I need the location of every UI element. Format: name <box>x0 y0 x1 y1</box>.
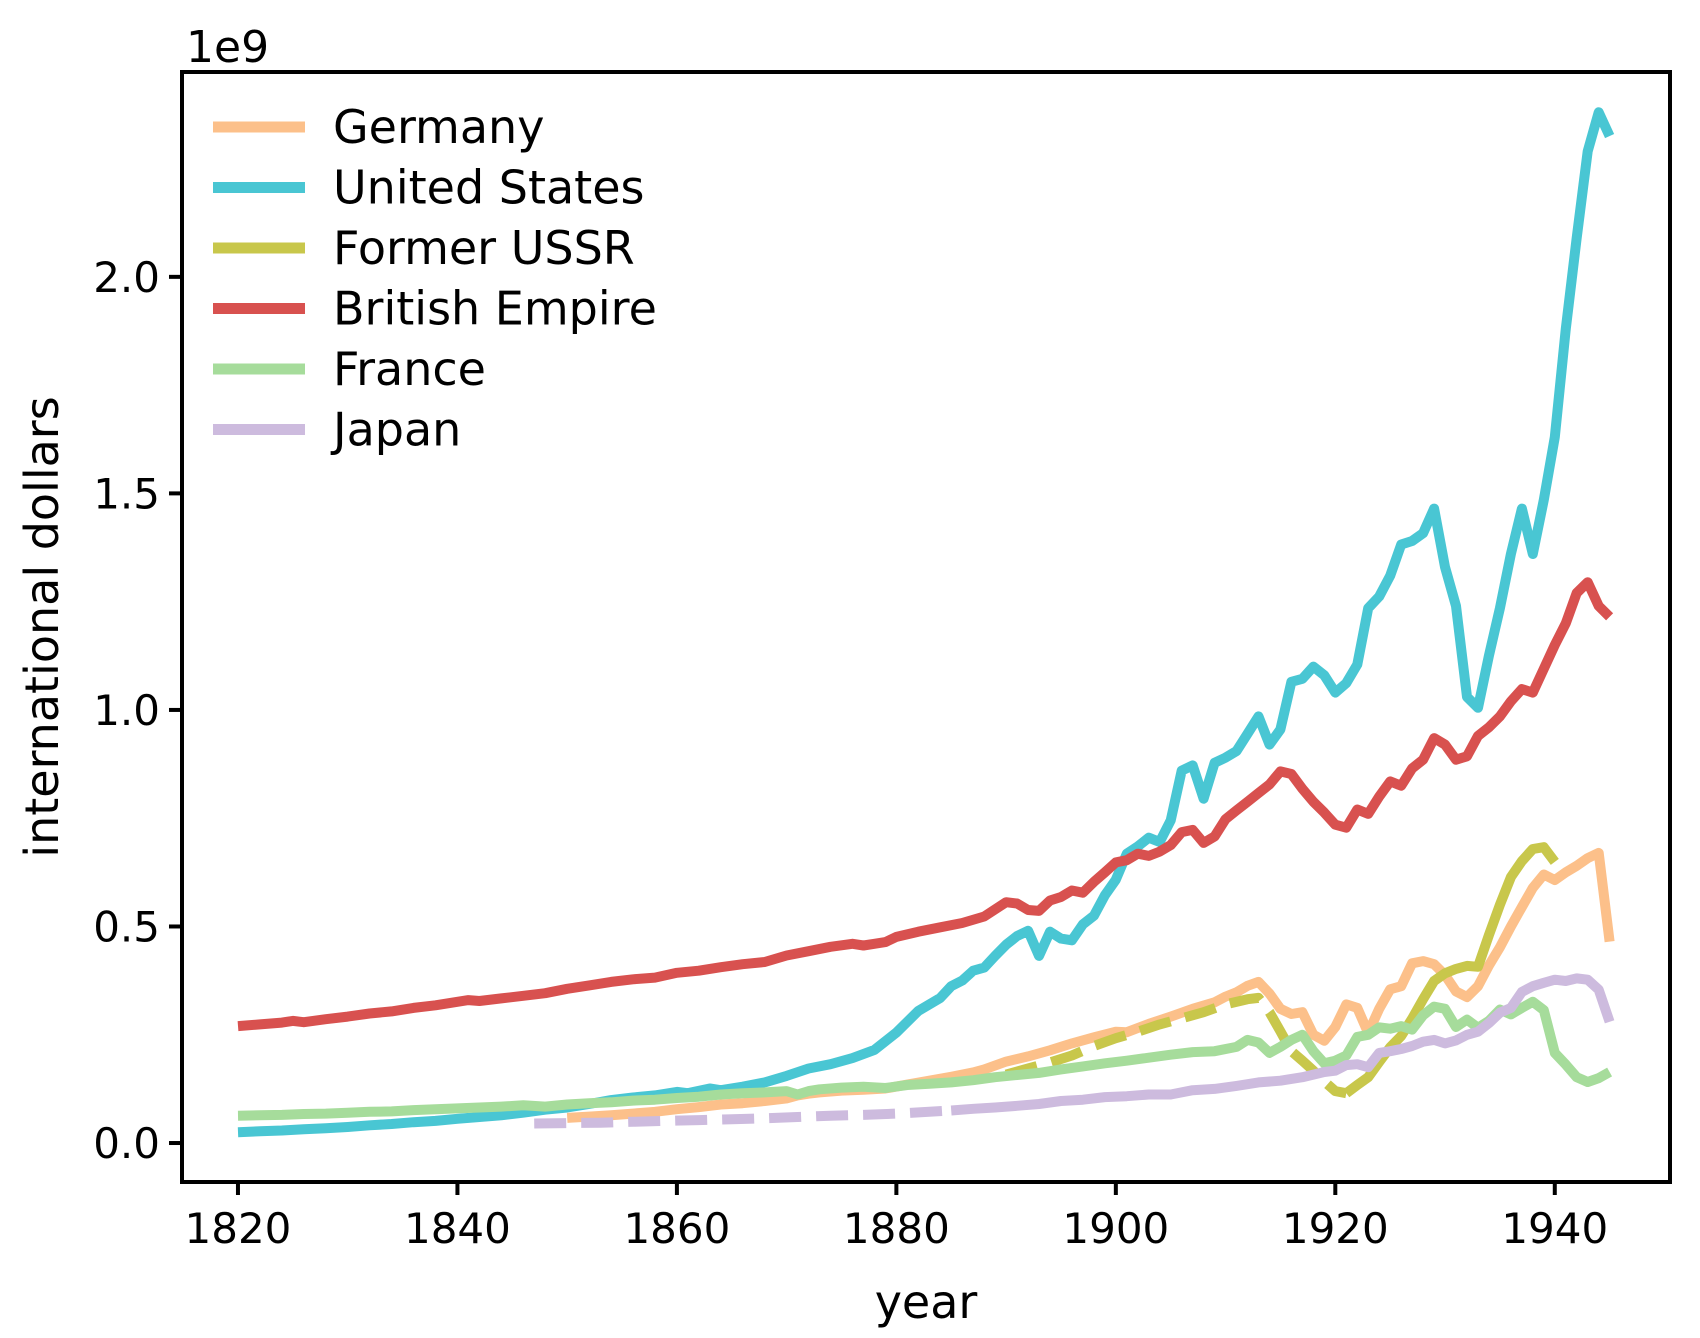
legend-item-france: France <box>213 342 486 396</box>
series-line-japan-dashed <box>534 1105 952 1129</box>
y-axis-offset-text: 1e9 <box>186 22 270 73</box>
x-tick-label: 1860 <box>623 1204 730 1253</box>
series-line-japan <box>950 973 1615 1116</box>
y-tick-label: 0.5 <box>93 902 160 951</box>
legend-label-france: France <box>333 342 486 396</box>
x-tick-label: 1940 <box>1501 1204 1608 1253</box>
legend-label-former-ussr: Former USSR <box>333 221 635 275</box>
axes-frame <box>180 70 1672 1184</box>
series-line-british-empire <box>237 577 1614 1032</box>
x-tick-label: 1900 <box>1062 1204 1169 1253</box>
plot-area <box>237 107 1615 1138</box>
series-line-former-ussr <box>1343 842 1559 1098</box>
legend-label-united-states: United States <box>333 161 645 215</box>
x-tick-label: 1880 <box>843 1204 950 1253</box>
x-tick-label: 1840 <box>404 1204 511 1253</box>
legend-label-british-empire: British Empire <box>333 282 657 336</box>
y-tick-label: 1.0 <box>93 686 160 735</box>
y-tick-label: 2.0 <box>93 253 160 302</box>
legend-item-germany: Germany <box>213 100 544 154</box>
y-tick-label: 1.5 <box>93 469 160 518</box>
series-line-former-ussr-dashed <box>1004 992 1348 1099</box>
x-tick-label: 1920 <box>1282 1204 1389 1253</box>
legend-item-japan: Japan <box>213 403 461 457</box>
legend-item-united-states: United States <box>213 161 645 215</box>
series-line-france <box>237 996 1613 1121</box>
y-axis: 0.0 0.5 1.0 1.5 2.0 <box>93 253 182 1168</box>
x-axis-label: year <box>874 1275 978 1329</box>
legend-item-former-ussr: Former USSR <box>213 221 635 275</box>
x-tick-label: 1820 <box>185 1204 292 1253</box>
legend-label-germany: Germany <box>333 100 544 154</box>
legend-label-japan: Japan <box>330 403 461 457</box>
legend-item-british-empire: British Empire <box>213 282 657 336</box>
legend: Germany United States Former USSR British E… <box>213 100 657 457</box>
x-axis: 1820 1840 1860 1880 1900 1920 1940 <box>185 1182 1608 1253</box>
y-tick-label: 0.0 <box>93 1119 160 1168</box>
y-axis-label: international dollars <box>15 396 69 858</box>
